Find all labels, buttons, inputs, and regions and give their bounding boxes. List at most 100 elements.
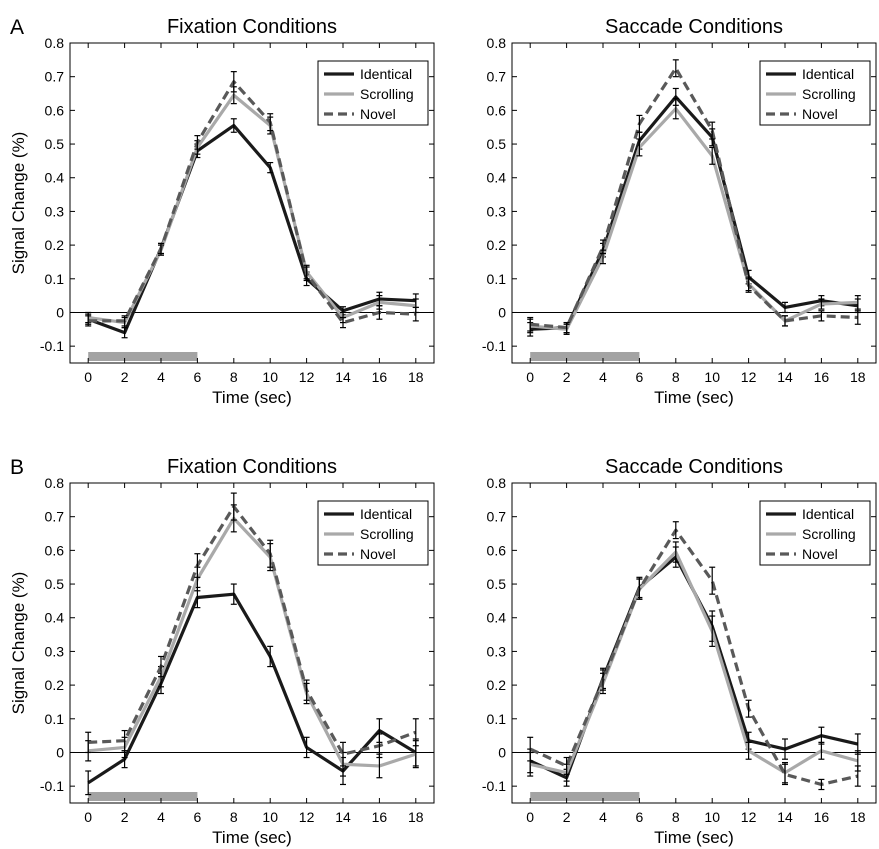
y-tick-label: 0 [56, 304, 64, 320]
x-axis-label: Time (sec) [654, 828, 734, 847]
x-tick-label: 14 [777, 809, 793, 825]
x-tick-label: 6 [636, 809, 644, 825]
plots-layer: Fixation Conditions -0.1 0 0.1 0.2 0.3 0.4 0.5 0… [9, 16, 877, 847]
chart-4: Saccade Conditions -0.1 0 0.1 0.2 0.3 0.4 0.5 0.… [482, 456, 877, 847]
stimulus-bar [530, 352, 640, 361]
x-tick-label: 0 [84, 369, 92, 385]
series-line [88, 80, 416, 325]
legend-label-identical: Identical [360, 66, 412, 82]
x-tick-label: 12 [299, 809, 315, 825]
axes-frame [511, 42, 877, 364]
series-novel [527, 59, 861, 334]
series-line [529, 550, 859, 775]
chart-title: Saccade Conditions [605, 16, 783, 38]
x-tick-label: 0 [84, 809, 92, 825]
x-tick-label: 8 [672, 809, 680, 825]
legend-label-scrolling: Scrolling [360, 526, 414, 542]
y-tick-label: 0.2 [45, 677, 65, 693]
y-tick-label: 0.6 [487, 542, 507, 558]
x-axis-label: Time (sec) [212, 388, 292, 407]
panel-label-b: B [10, 456, 24, 479]
x-tick-label: 18 [408, 369, 424, 385]
y-tick-label: -0.1 [40, 338, 64, 354]
y-tick-label: 0.7 [45, 509, 65, 525]
y-tick-label: 0 [498, 304, 506, 320]
x-tick-label: 4 [157, 369, 165, 385]
y-axis-label: Signal Change (%) [9, 572, 28, 715]
x-tick-label: 8 [672, 369, 680, 385]
x-tick-label: 2 [563, 809, 571, 825]
series-line [87, 123, 416, 335]
x-tick-label: 10 [704, 809, 720, 825]
legend-label-scrolling: Scrolling [360, 86, 414, 102]
x-tick-label: 10 [262, 809, 278, 825]
y-axis-label: Signal Change (%) [9, 132, 28, 275]
y-tick-label: 0.1 [487, 711, 507, 727]
series-line [530, 95, 859, 331]
series-novel [527, 521, 861, 791]
y-tick-label: 0.8 [45, 35, 65, 51]
legend-label-identical: Identical [360, 506, 412, 522]
axes-frame [69, 482, 435, 804]
x-tick-label: 10 [704, 369, 720, 385]
y-tick-label: 0.6 [45, 102, 65, 118]
series-line [529, 528, 859, 787]
y-tick-label: 0.8 [487, 35, 507, 51]
stimulus-bar [530, 792, 640, 801]
legend-label-identical: Identical [802, 66, 854, 82]
y-tick-label: -0.1 [482, 778, 506, 794]
x-tick-label: 18 [850, 369, 866, 385]
x-tick-label: 16 [372, 369, 388, 385]
series-line [530, 66, 858, 330]
legend-label-scrolling: Scrolling [802, 86, 856, 102]
y-tick-label: 0.5 [487, 576, 507, 592]
x-tick-label: 16 [814, 809, 830, 825]
x-tick-label: 2 [121, 809, 129, 825]
x-axis-label: Time (sec) [212, 828, 292, 847]
series-line [87, 592, 417, 785]
y-tick-label: 0.7 [487, 69, 507, 85]
series-line [88, 504, 417, 756]
x-tick-label: 14 [335, 369, 351, 385]
x-tick-label: 8 [230, 369, 238, 385]
y-tick-label: 0.7 [487, 509, 507, 525]
x-tick-label: 18 [408, 809, 424, 825]
axes-frame [511, 482, 877, 804]
y-tick-label: 0.4 [45, 610, 65, 626]
x-tick-label: 0 [526, 369, 534, 385]
y-tick-label: 0.8 [487, 475, 507, 491]
y-tick-label: 0.2 [45, 237, 65, 253]
series-scrolling [527, 541, 861, 784]
axes-frame [69, 42, 435, 364]
y-tick-label: 0.3 [487, 643, 507, 659]
panel-label-a: A [10, 16, 24, 39]
chart-title: Fixation Conditions [167, 456, 337, 478]
y-tick-label: 0.8 [45, 475, 65, 491]
chart-title: Saccade Conditions [605, 456, 783, 478]
y-tick-label: 0.4 [487, 170, 507, 186]
series-line [88, 516, 417, 768]
stimulus-bar [88, 352, 198, 361]
y-tick-label: 0.6 [487, 102, 507, 118]
x-tick-label: 2 [121, 369, 129, 385]
series-line [530, 107, 858, 331]
chart-3: Fixation Conditions -0.1 0 0.1 0.2 0.3 0.4 0.5 0… [9, 456, 435, 847]
series-novel [85, 71, 419, 329]
y-tick-label: 0.5 [487, 136, 507, 152]
legend-label-novel: Novel [802, 546, 838, 562]
y-tick-label: 0.2 [487, 237, 507, 253]
legend-label-novel: Novel [360, 546, 396, 562]
legend-label-scrolling: Scrolling [802, 526, 856, 542]
x-tick-label: 2 [563, 369, 571, 385]
y-tick-label: 0.7 [45, 69, 65, 85]
y-tick-label: 0.6 [45, 542, 65, 558]
chart-2: Saccade Conditions -0.1 0 0.1 0.2 0.3 0.4 0.5 0.… [482, 16, 877, 407]
x-tick-label: 12 [741, 369, 757, 385]
stimulus-bar [88, 792, 198, 801]
y-tick-label: -0.1 [40, 778, 64, 794]
x-tick-label: 10 [262, 369, 278, 385]
x-tick-label: 4 [599, 369, 607, 385]
x-tick-label: 8 [230, 809, 238, 825]
series-scrolling [527, 97, 861, 335]
y-tick-label: 0 [498, 744, 506, 760]
